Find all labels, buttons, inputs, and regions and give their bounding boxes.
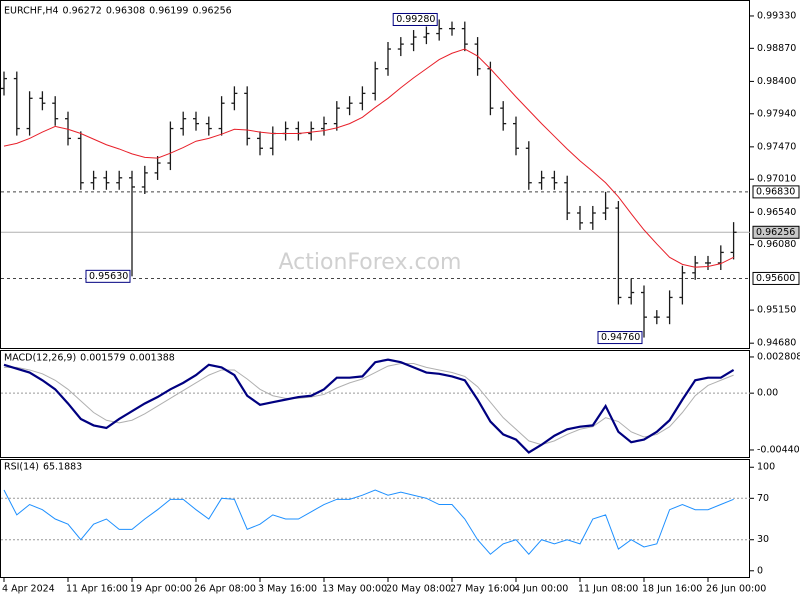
price-level-box	[752, 271, 800, 285]
y-tick-label: -0.004404	[757, 444, 800, 455]
annotation-box	[85, 269, 131, 283]
last-close: 0.96256	[192, 6, 231, 17]
x-tick-label: 20 May 08:00	[386, 584, 451, 595]
price-level-label: 0.96256	[756, 227, 795, 238]
rsi-line	[3, 489, 734, 555]
y-tick-label: 0.00	[757, 388, 778, 399]
signal-line	[4, 363, 734, 446]
y-tick-label: 0.97470	[757, 141, 796, 152]
annotation-box	[597, 331, 643, 345]
rsi-readout: 65.1883	[43, 462, 82, 473]
watermark: ActionForex.com	[279, 250, 462, 275]
x-tick-label: 13 May 00:00	[322, 584, 387, 595]
x-tick-label: 27 May 16:00	[450, 584, 515, 595]
y-tick-label: 30	[757, 534, 769, 545]
y-tick-label: 0.002808	[757, 351, 800, 362]
macd-line	[3, 358, 735, 454]
price-panel-frame	[0, 0, 750, 349]
y-tick-label: 0.99330	[757, 10, 796, 21]
last-open: 0.96272	[63, 6, 102, 17]
x-tick-label: 19 Apr 00:00	[130, 584, 192, 595]
macd-panel-frame	[0, 350, 750, 458]
rsi-title: RSI(14)	[4, 462, 39, 473]
x-tick-label: 3 May 16:00	[258, 584, 317, 595]
price-level-label: 0.95600	[756, 273, 795, 284]
x-tick-label: 4 Jun 00:00	[514, 584, 568, 595]
y-tick-label: 0.94680	[757, 338, 796, 349]
moving-average	[3, 48, 734, 268]
last-high: 0.96308	[106, 6, 145, 17]
annotation-label: 0.99280	[396, 14, 435, 25]
price-level-box	[752, 225, 800, 239]
macd-readout: 0.001579	[80, 353, 125, 364]
y-tick-label: 0.96080	[757, 239, 796, 250]
y-tick-label: 70	[757, 493, 769, 504]
y-tick-label: 0	[757, 565, 763, 576]
symbol-title: EURCHF,H4	[4, 6, 59, 17]
rsi-panel-frame	[0, 459, 750, 578]
x-tick-label: 26 Jun 00:00	[706, 584, 766, 595]
macd-title: MACD(12,26,9)	[4, 353, 76, 364]
y-tick-label: 0.97010	[757, 174, 796, 185]
annotation-label: 0.94760	[601, 332, 640, 343]
y-tick-label: 0.98400	[757, 76, 796, 87]
price-level-label: 0.96830	[756, 186, 795, 197]
signal-readout: 0.001388	[130, 353, 175, 364]
x-tick-label: 26 Apr 08:00	[194, 584, 256, 595]
price-level-box	[752, 185, 800, 199]
y-tick-label: 100	[757, 462, 775, 473]
x-tick-label: 4 Apr 2024	[2, 584, 55, 595]
y-tick-label: 0.96540	[757, 207, 796, 218]
x-tick-label: 11 Apr 16:00	[66, 584, 128, 595]
last-low: 0.96199	[149, 6, 188, 17]
y-tick-label: 0.98870	[757, 43, 796, 54]
annotation-label: 0.95630	[89, 271, 128, 282]
y-tick-label: 0.95150	[757, 305, 796, 316]
x-tick-label: 11 Jun 08:00	[578, 584, 638, 595]
x-tick-label: 18 Jun 16:00	[642, 584, 702, 595]
y-tick-label: 0.97940	[757, 108, 796, 119]
annotation-box	[392, 12, 438, 26]
